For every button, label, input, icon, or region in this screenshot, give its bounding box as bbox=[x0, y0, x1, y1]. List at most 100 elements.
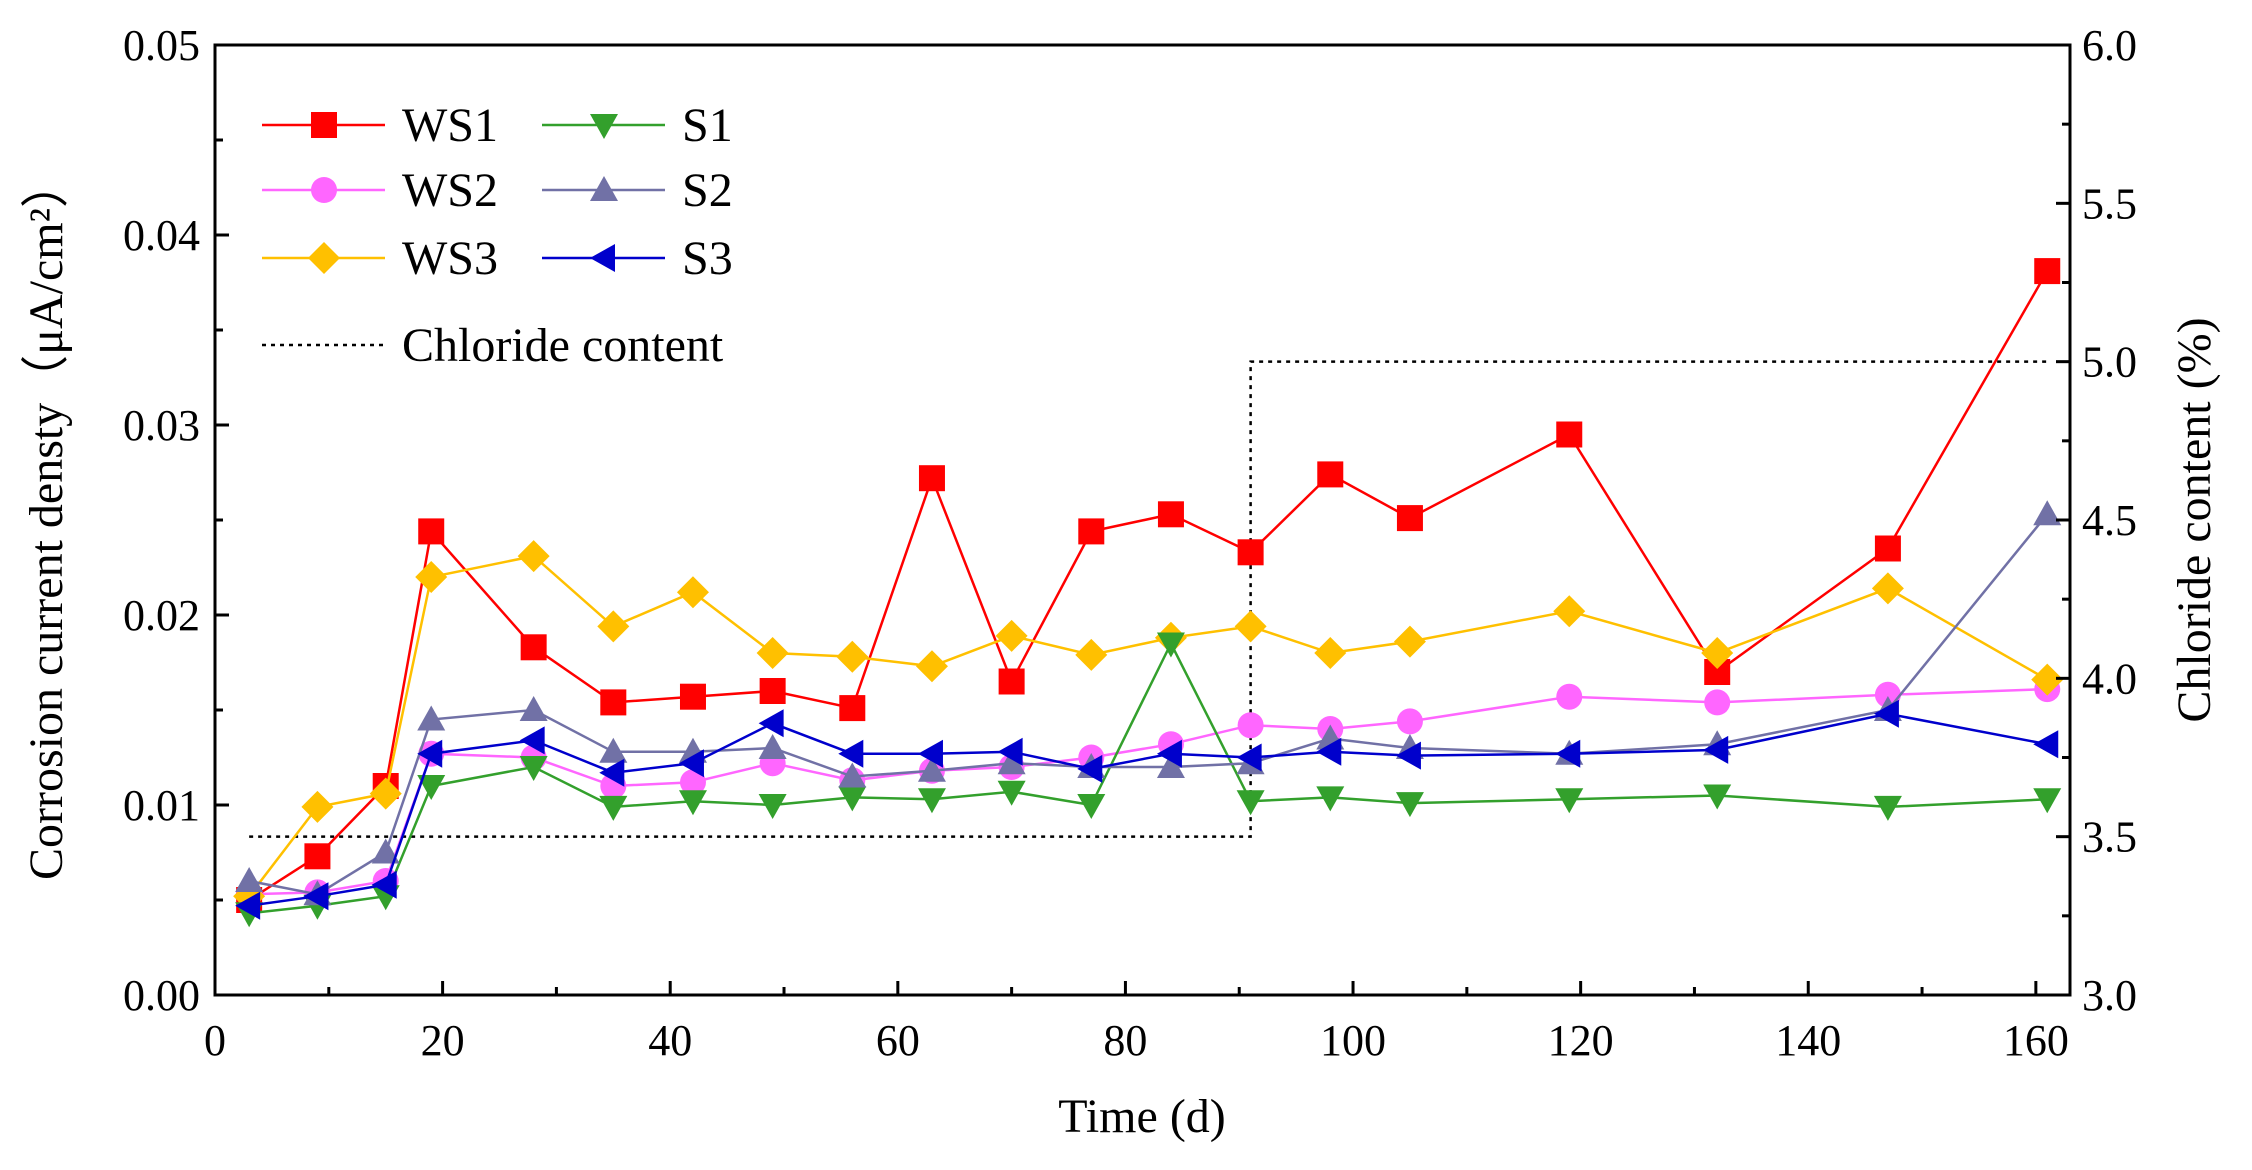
legend-item-s3: S3 bbox=[542, 232, 733, 285]
series-s3-point bbox=[371, 870, 397, 899]
series-ws1-point bbox=[679, 683, 706, 710]
x-axis-title: Time (d) bbox=[1058, 1090, 1226, 1143]
series-s1-point bbox=[838, 786, 867, 812]
series-ws2-line bbox=[249, 687, 2048, 896]
series-ws3-point bbox=[676, 576, 709, 609]
legend-label-ws2: WS2 bbox=[402, 164, 498, 217]
y-tick-label: 0.00 bbox=[123, 971, 200, 1020]
series-ws3 bbox=[233, 540, 2064, 913]
series-s3-point bbox=[678, 749, 704, 778]
series-ws3-line bbox=[248, 554, 2048, 897]
series-ws3-point bbox=[836, 640, 869, 673]
x-tick-label: 0 bbox=[204, 1016, 226, 1065]
legend-item-ws1: WS1 bbox=[262, 99, 498, 152]
series-ws1-point bbox=[304, 843, 331, 870]
legend-label-s1: S1 bbox=[682, 99, 733, 152]
series-ws3-point bbox=[1701, 637, 1734, 669]
series-s1 bbox=[235, 632, 2062, 928]
legend-item-s1: S1 bbox=[542, 99, 733, 152]
series-s3-point bbox=[599, 758, 625, 787]
legend-marker-ws3 bbox=[308, 242, 340, 274]
series-s1-point bbox=[1077, 794, 1106, 819]
tick-marks bbox=[213, 43, 2070, 997]
series-s1-point bbox=[1316, 786, 1345, 812]
legend-label-s2: S2 bbox=[682, 164, 733, 217]
series-s1-point bbox=[678, 790, 707, 816]
y-right-tick-label: 3.0 bbox=[2082, 971, 2137, 1020]
x-tick-labels: 0 20 40 60 80 100 120 140 160 bbox=[204, 1016, 2069, 1065]
y-tick-label: 0.05 bbox=[123, 21, 200, 70]
series-ws1-point bbox=[1317, 461, 1344, 488]
legend-marker-s2 bbox=[590, 176, 618, 201]
series-s2-point bbox=[371, 838, 400, 864]
series-s3-point bbox=[417, 739, 443, 768]
series-s2-point bbox=[519, 696, 548, 721]
y-tick-labels: 0.00 0.01 0.02 0.03 0.04 0.05 bbox=[123, 21, 200, 1020]
series-s3-point bbox=[997, 737, 1023, 766]
x-tick-label: 80 bbox=[1103, 1016, 1147, 1065]
legend-label-ws3: WS3 bbox=[402, 232, 498, 285]
x-tick-label: 140 bbox=[1775, 1016, 1841, 1065]
series-ws1-point bbox=[759, 678, 786, 704]
y-right-tick-label: 6.0 bbox=[2082, 21, 2137, 70]
y-tick-label: 0.01 bbox=[123, 781, 200, 830]
series-ws1-point bbox=[1157, 501, 1184, 528]
legend: WS1 WS2 WS3 S1 S2 S3 Chloride content bbox=[262, 99, 733, 372]
series-ws1-point bbox=[998, 668, 1025, 695]
series-ws3-point bbox=[301, 790, 334, 823]
x-tick-label: 40 bbox=[648, 1016, 692, 1065]
series-ws3-point bbox=[1234, 610, 1267, 643]
series-ws3-point bbox=[1553, 595, 1586, 628]
series-ws2-point bbox=[679, 769, 706, 796]
series-ws2-point bbox=[1396, 708, 1423, 735]
series-s2-point bbox=[997, 749, 1026, 775]
y-right-axis-title: Chloride content (%) bbox=[2168, 317, 2221, 722]
series-s3-point bbox=[303, 882, 329, 911]
series-ws3-point bbox=[517, 540, 550, 573]
series-ws3-point bbox=[2031, 663, 2064, 696]
series-s3-point bbox=[838, 739, 864, 768]
series-s3-point bbox=[2033, 730, 2059, 759]
series-s1-point bbox=[1555, 788, 1584, 814]
x-tick-label: 100 bbox=[1320, 1016, 1386, 1065]
series-s3-line bbox=[248, 712, 2048, 907]
series-s1-point bbox=[2033, 788, 2062, 814]
series-s2-point bbox=[235, 867, 264, 892]
series-s1-point bbox=[1156, 632, 1185, 658]
y-right-tick-label: 4.0 bbox=[2082, 654, 2137, 703]
series-ws2-point bbox=[1237, 712, 1264, 739]
chloride-layer bbox=[249, 360, 2048, 838]
series-s3-point bbox=[1156, 739, 1182, 768]
series-s1-point bbox=[417, 775, 446, 800]
series-ws3-point bbox=[756, 637, 789, 669]
series-s1-point bbox=[519, 756, 548, 781]
series-s3-point bbox=[917, 739, 943, 768]
series-s3-point bbox=[1873, 699, 1899, 728]
series-s3-point bbox=[1236, 743, 1262, 772]
series-s2-point bbox=[838, 762, 867, 788]
series-ws1-point bbox=[1078, 518, 1105, 545]
series-ws1-point bbox=[418, 518, 445, 545]
legend-marker-ws2 bbox=[311, 177, 337, 203]
series-ws1-point bbox=[600, 689, 627, 716]
legend-marker-s1 bbox=[590, 114, 618, 139]
series-s3-point bbox=[1555, 739, 1581, 768]
series-ws1 bbox=[236, 258, 2061, 913]
y-tick-label: 0.02 bbox=[123, 591, 200, 640]
legend-marker-s3 bbox=[590, 244, 615, 272]
series-layer bbox=[233, 258, 2064, 928]
y-axis-title: Corrosion current densty（μA/cm²） bbox=[20, 160, 73, 880]
series-ws1-line bbox=[248, 270, 2049, 902]
y-right-tick-label: 3.5 bbox=[2082, 813, 2137, 862]
legend-item-ws2: WS2 bbox=[262, 164, 498, 217]
y-tick-label: 0.04 bbox=[123, 211, 200, 260]
series-s3-point bbox=[519, 726, 545, 755]
series-s1-point bbox=[758, 794, 787, 819]
series-s1-point bbox=[1236, 790, 1265, 816]
series-s1-point bbox=[1873, 795, 1902, 821]
legend-label-s3: S3 bbox=[682, 232, 733, 285]
series-ws1-point bbox=[1396, 505, 1423, 532]
series-s3-point bbox=[1316, 737, 1342, 766]
